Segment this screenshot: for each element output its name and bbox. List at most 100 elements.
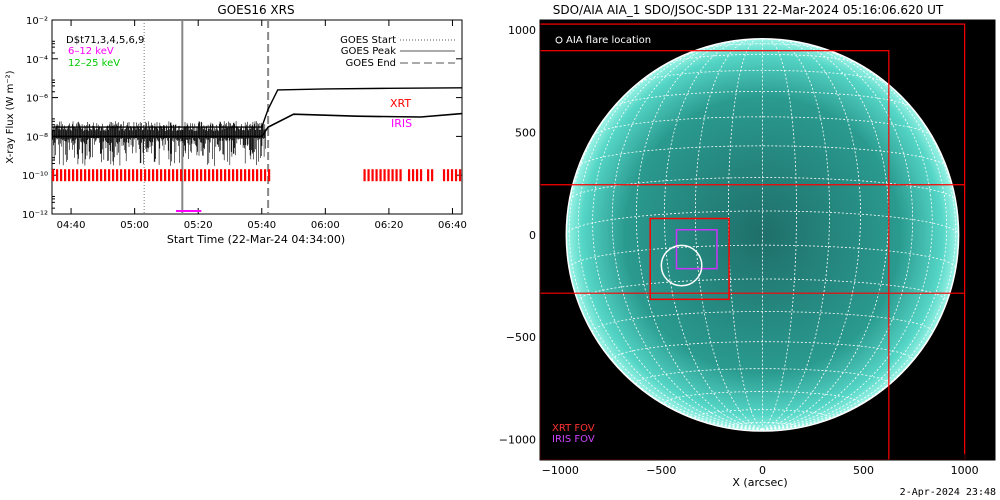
xrt-fov-box — [540, 23, 966, 460]
xrt-coverage-tick — [379, 169, 382, 182]
xrt-coverage-tick — [56, 169, 59, 182]
xrt-coverage-tick — [144, 169, 147, 182]
xrt-coverage-tick — [427, 169, 430, 182]
xrt-coverage-tick — [248, 169, 251, 182]
goes-series — [51, 87, 463, 166]
xrt-coverage-tick — [116, 169, 119, 182]
band-low-label: 6–12 keV — [68, 46, 114, 57]
y-tick-label: 0 — [529, 229, 536, 242]
xrt-coverage-tick — [92, 169, 95, 182]
xrt-label: XRT — [390, 97, 411, 110]
flare-location-marker — [660, 244, 703, 287]
y-tick-label: 10⁻⁶ — [26, 94, 48, 105]
y-tick-label: 10⁻¹⁰ — [22, 171, 48, 182]
latitude-line — [578, 145, 947, 168]
x-tick-label: −500 — [646, 464, 676, 477]
y-tick-label: 10⁻⁴ — [26, 55, 48, 66]
xrt-coverage-tick — [180, 169, 183, 182]
xrt-coverage-tick — [228, 169, 231, 182]
goes-xrs-chart: GOES16 XRS 10⁻¹² 10⁻¹⁰ 10⁻⁸ 10⁻⁶ 10⁻⁴ 10⁻² 04… — [5, 3, 467, 246]
xrt-coverage-tick — [224, 169, 227, 182]
xrt-coverage-tick — [60, 169, 63, 182]
footer-date: 2-Apr-2024 23:48 — [899, 487, 996, 498]
xrt-coverage-tick — [164, 169, 167, 182]
iris-label: IRIS — [391, 117, 412, 130]
y-tick-label: 10⁻⁸ — [26, 132, 48, 143]
xrt-coverage-tick — [363, 169, 366, 182]
xrt-coverage-tick — [236, 169, 239, 182]
y-tick-label: 10⁻² — [26, 16, 48, 27]
aia-axes: −1000 −500 0 500 1000 1000 500 0 −500 −1000 — [499, 24, 979, 477]
xrt-coverage-tick — [72, 169, 75, 182]
goes-x-label: Start Time (22-Mar-24 04:34:00) — [167, 233, 345, 246]
goes-coverage-bars — [52, 169, 462, 212]
xrt-coverage-tick — [367, 169, 370, 182]
goes-title: GOES16 XRS — [217, 3, 294, 17]
xrt-coverage-tick — [216, 169, 219, 182]
longitude-line — [762, 43, 933, 430]
xrt-coverage-tick — [188, 169, 191, 182]
xrt-coverage-tick — [120, 169, 123, 182]
y-tick-label: 1000 — [508, 24, 536, 37]
goes-plot-frame — [51, 19, 463, 215]
xrt-coverage-tick — [260, 169, 263, 182]
aia-plot-frame — [539, 19, 996, 461]
xrt-coverage-tick — [184, 169, 187, 182]
x-tick-label: 1000 — [951, 464, 979, 477]
x-tick-label: 500 — [853, 464, 874, 477]
xrt-coverage-tick — [244, 169, 247, 182]
y-tick-label: −1000 — [499, 434, 536, 447]
xrt-coverage-tick — [256, 169, 259, 182]
longitude-line — [592, 43, 763, 430]
x-tick-label: −1000 — [542, 464, 579, 477]
x-tick-label: 06:20 — [374, 220, 403, 231]
latitude-line — [612, 91, 913, 109]
xrt-coverage-tick — [431, 169, 434, 182]
xrt-coverage-tick — [450, 169, 454, 182]
x-tick-label: 05:20 — [184, 220, 213, 231]
xrt-coverage-tick — [240, 169, 243, 182]
series-line-0 — [52, 87, 463, 128]
aia-title: SDO/AIA AIA_1 SDO/JSOC-SDP 131 22-Mar-20… — [553, 3, 944, 17]
xrt-coverage-tick — [172, 169, 175, 182]
y-tick-label: 500 — [515, 127, 536, 140]
heliographic-grid — [565, 37, 960, 432]
xrt-coverage-tick — [96, 169, 99, 182]
legend-goes-end: GOES End — [346, 58, 396, 69]
longitude-line — [635, 39, 763, 430]
xrt-coverage-tick — [212, 169, 215, 182]
xrt-coverage-tick — [84, 169, 87, 182]
xrt-coverage-tick — [68, 169, 71, 182]
x-tick-label: 05:00 — [120, 220, 149, 231]
y-tick-label: −500 — [506, 331, 536, 344]
x-tick-label: 06:00 — [311, 220, 340, 231]
xrt-coverage-tick — [375, 169, 378, 182]
xrt-coverage-tick — [208, 169, 211, 182]
x-tick-label: 05:40 — [247, 220, 276, 231]
xrt-coverage-tick — [140, 169, 143, 182]
longitude-line — [762, 39, 889, 430]
xrt-coverage-tick — [124, 169, 127, 182]
channels-label: D$t71,3,4,5,6,9 — [66, 35, 144, 46]
xrt-fov-box — [540, 50, 890, 460]
xrt-fov-label: XRT FOV — [552, 423, 595, 434]
xrt-coverage-tick — [383, 169, 386, 182]
xrt-coverage-tick — [204, 169, 207, 182]
legend-goes-peak: GOES Peak — [341, 46, 396, 57]
xrt-coverage-tick — [458, 169, 462, 182]
legend-goes-start: GOES Start — [340, 35, 396, 46]
iris-fov-label: IRIS FOV — [552, 434, 595, 445]
iris-coverage-bar — [175, 210, 202, 212]
xrt-region-box — [649, 217, 730, 301]
goes-y-axis: 10⁻¹² 10⁻¹⁰ 10⁻⁸ 10⁻⁶ 10⁻⁴ 10⁻² — [22, 16, 462, 221]
longitude-line — [695, 38, 763, 430]
longitude-line — [762, 38, 797, 430]
xrt-coverage-tick — [88, 169, 91, 182]
xrt-coverage-tick — [76, 169, 79, 182]
longitude-line — [762, 38, 830, 430]
xrt-coverage-tick — [52, 169, 55, 182]
xrt-coverage-tick — [442, 169, 446, 182]
flare-legend-icon — [555, 36, 563, 44]
xrt-coverage-tick — [112, 169, 115, 182]
iris-fov-box — [675, 229, 718, 270]
